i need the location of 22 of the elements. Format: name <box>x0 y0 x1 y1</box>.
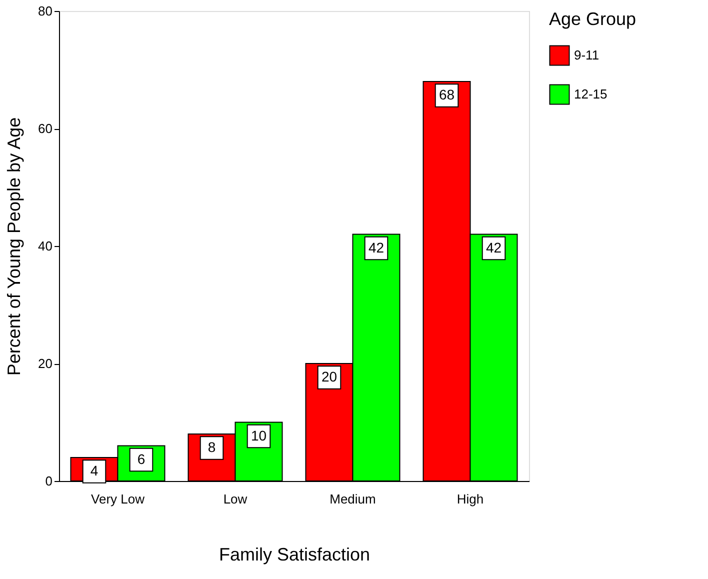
legend-title: Age Group <box>549 9 636 29</box>
legend-label: 12-15 <box>574 86 608 102</box>
y-tick-label: 20 <box>38 356 52 371</box>
x-tick-label: Very Low <box>91 492 146 506</box>
data-label: 4 <box>90 462 98 478</box>
y-tick-label: 80 <box>38 4 52 18</box>
data-label: 6 <box>137 450 146 467</box>
y-tick-label: 40 <box>38 238 52 254</box>
x-tick-label: Low <box>223 492 248 506</box>
data-label: 68 <box>438 86 455 102</box>
y-axis-title: Percent of Young People by Age <box>4 117 24 376</box>
x-tick-label: High <box>456 492 484 506</box>
y-tick-label: 60 <box>38 121 52 136</box>
data-label: 42 <box>368 239 384 256</box>
legend-label: 9-11 <box>574 48 600 62</box>
data-label: 20 <box>321 368 338 384</box>
data-label: 42 <box>486 239 502 256</box>
x-axis-title: Family Satisfaction <box>218 544 370 564</box>
data-label: 8 <box>208 439 216 455</box>
x-tick-label: Medium <box>330 492 376 506</box>
y-tick-label: 0 <box>45 474 52 488</box>
data-label: 10 <box>250 427 267 444</box>
